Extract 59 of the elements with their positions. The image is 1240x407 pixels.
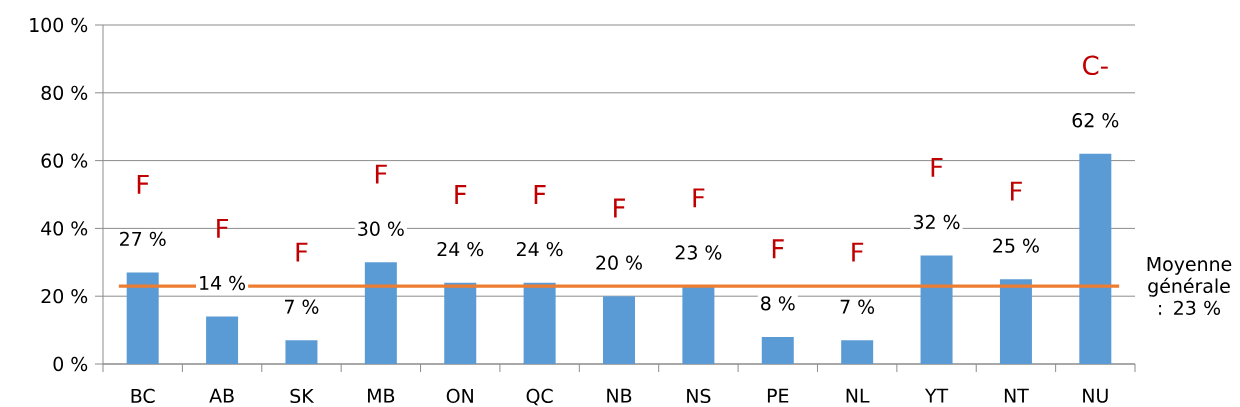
annotation: C- xyxy=(1083,55,1108,76)
ref-line-label: Moyenne générale : 23 % xyxy=(1147,257,1232,315)
data-label: 7 % xyxy=(285,299,319,314)
data-label: 32 % xyxy=(913,214,960,230)
data-label: 30 % xyxy=(358,221,404,236)
x-tick-label: NL xyxy=(846,388,870,403)
x-tick-label: NT xyxy=(1004,388,1029,403)
x-tick-label: AB xyxy=(209,388,234,403)
bar xyxy=(444,282,477,364)
x-tick-label: PE xyxy=(767,388,789,403)
x-tick-label: QC xyxy=(526,388,553,406)
data-label: 8 % xyxy=(761,296,795,311)
x-tick-label: ON xyxy=(446,388,473,404)
y-tick-label: 0 % xyxy=(53,356,88,372)
annotation: F xyxy=(1011,181,1022,201)
bar xyxy=(126,272,159,364)
y-tick-label: 60 % xyxy=(41,153,88,168)
x-tick-label: SK xyxy=(290,388,315,404)
data-label: 62 % xyxy=(1072,113,1119,128)
data-label: 7 % xyxy=(840,299,875,314)
x-tick-label: NU xyxy=(1083,388,1108,403)
data-label: 25 % xyxy=(993,238,1039,253)
bar xyxy=(285,340,318,364)
annotation: F xyxy=(534,185,546,204)
x-tick-label: NS xyxy=(687,388,711,404)
bar xyxy=(682,286,715,364)
annotation: F xyxy=(693,188,705,208)
annotation: F xyxy=(296,242,308,262)
annotation: F xyxy=(137,174,149,194)
y-tick-label: 40 % xyxy=(41,221,88,236)
data-label: 20 % xyxy=(596,255,642,270)
y-tick-label: 80 % xyxy=(41,85,88,100)
bar xyxy=(364,262,397,364)
bar xyxy=(999,279,1032,364)
data-label: 23 % xyxy=(675,245,722,260)
annotation: F xyxy=(931,157,943,177)
bar xyxy=(841,340,874,364)
y-tick-label: 100 % xyxy=(30,17,88,33)
bar xyxy=(920,255,953,364)
x-tick-label: YT xyxy=(924,388,949,403)
annotation: F xyxy=(455,185,467,204)
annotation: F xyxy=(614,198,625,218)
bar xyxy=(206,316,239,364)
annotation: F xyxy=(375,164,387,184)
bar xyxy=(523,282,556,364)
data-label: 24 % xyxy=(437,241,484,257)
annotation: F xyxy=(217,218,229,238)
data-label: 27 % xyxy=(120,231,166,247)
bar xyxy=(1079,153,1112,364)
x-tick-label: NB xyxy=(607,388,632,403)
annotation: F xyxy=(772,239,784,259)
x-tick-label: MB xyxy=(368,388,395,403)
data-label: 14 % xyxy=(200,275,246,291)
y-tick-label: 20 % xyxy=(41,289,88,304)
bar xyxy=(603,296,636,364)
data-label: 24 % xyxy=(516,241,563,257)
x-tick-label: BC xyxy=(131,388,155,404)
bar xyxy=(761,336,794,364)
annotation: F xyxy=(852,242,864,262)
